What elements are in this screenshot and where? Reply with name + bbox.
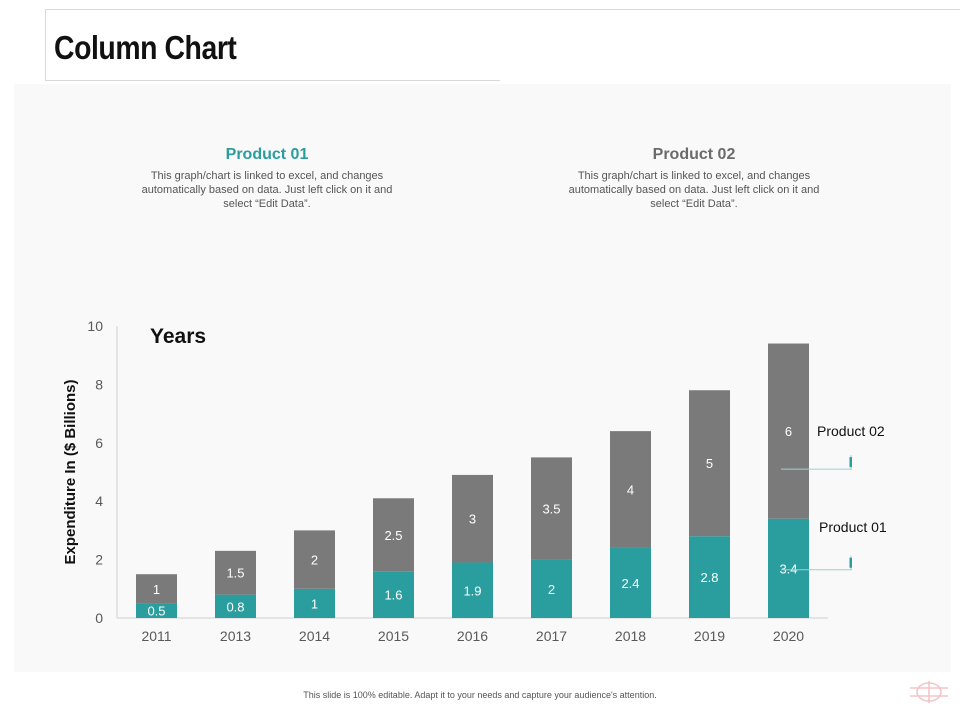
x-tick-label: 2011 [141,628,171,644]
x-tick-label: 2020 [773,628,804,644]
data-label-product-01: 3.4 [779,561,797,576]
title-border-bottom [45,80,500,81]
product-01-heading: Product 01 [225,146,309,163]
data-label-product-02: 4 [627,483,634,498]
x-tick-label: 2014 [299,628,330,644]
title-border-top [45,9,960,10]
data-label-product-01: 0.5 [147,604,165,619]
bar-product-01 [689,536,730,618]
legend-marker-product-02 [849,457,852,468]
bar-product-01 [215,594,256,618]
data-label-product-02: 3.5 [542,502,560,517]
footer-note: This slide is 100% editable. Adapt it to… [303,690,657,700]
title-border-left [45,9,46,81]
bar-product-02 [373,498,414,572]
x-tick-label: 2019 [694,628,725,644]
bar-product-02 [294,530,335,589]
bar-product-02 [768,343,809,519]
y-tick-label: 6 [95,435,103,451]
data-label-product-02: 6 [785,424,792,439]
bar-product-01 [610,547,651,618]
chart-title: Years [150,325,206,348]
data-label-product-01: 1 [311,596,318,611]
y-tick-label: 2 [95,552,103,568]
bar-product-01 [136,603,177,618]
brand-logo-icon [910,681,948,703]
data-label-product-02: 1 [153,582,160,597]
y-axis-label: Expenditure In ($ Billions) [62,379,79,564]
data-label-product-01: 1.6 [384,588,402,603]
bar-product-01 [294,588,335,618]
bar-product-02 [689,390,730,537]
bar-product-01 [452,562,493,618]
data-label-product-02: 3 [469,512,476,527]
x-tick-label: 2017 [536,628,567,644]
y-tick-label: 4 [95,493,103,509]
y-tick-label: 8 [95,376,103,392]
legend-label-product-01: Product 01 [819,519,887,535]
bar-product-01 [531,559,572,618]
y-tick-label: 10 [87,318,103,334]
legend-label-product-02: Product 02 [817,423,885,439]
bar-product-02 [531,457,572,560]
bar-product-02 [452,474,493,563]
bar-product-01 [768,518,809,618]
bar-product-02 [215,550,256,595]
data-label-product-02: 2 [311,553,318,568]
bar-product-01 [373,571,414,618]
product-02-heading: Product 02 [652,146,736,163]
title-box: Column Chart [45,9,960,81]
x-tick-label: 2015 [378,628,409,644]
data-label-product-02: 1.5 [226,566,244,581]
data-label-product-01: 2 [548,582,555,597]
data-label-product-01: 0.8 [226,599,244,614]
page-title: Column Chart [54,29,237,66]
bar-product-02 [136,574,177,604]
legend-marker-product-01 [849,557,852,568]
y-tick-label: 0 [95,610,103,626]
x-tick-label: 2013 [220,628,251,644]
data-label-product-01: 2.4 [621,576,639,591]
bar-product-02 [610,431,651,548]
data-label-product-02: 5 [706,456,713,471]
product-01-description: This graph/chart is linked to excel, and… [141,170,393,210]
x-tick-label: 2016 [457,628,488,644]
data-label-product-02: 2.5 [384,528,402,543]
data-label-product-01: 1.9 [463,583,481,598]
product-02-description: This graph/chart is linked to excel, and… [568,170,820,210]
x-tick-label: 2018 [615,628,646,644]
data-label-product-01: 2.8 [700,570,718,585]
